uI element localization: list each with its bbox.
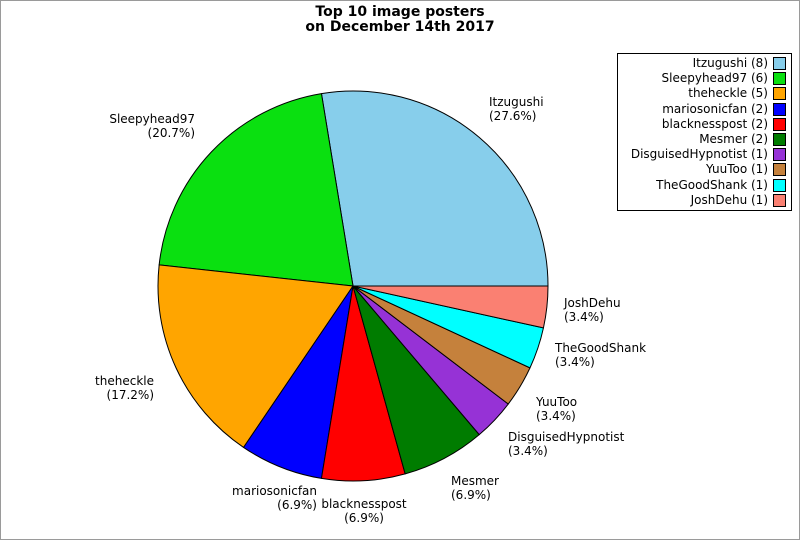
slice-label-percent: (27.6%) — [489, 109, 537, 123]
slice-label-percent: (3.4%) — [564, 310, 604, 324]
slice-label-name: Sleepyhead97 — [109, 112, 195, 126]
slice-label-percent: (6.9%) — [277, 498, 317, 512]
slice-label-percent: (17.2%) — [106, 388, 154, 402]
slice-label-name: theheckle — [95, 374, 154, 388]
legend-color-swatch — [773, 193, 786, 207]
slice-label-name: blacknesspost — [321, 497, 407, 511]
legend-label: blacknesspost (2) — [661, 116, 768, 131]
legend: Itzugushi (8) Sleepyhead97 (6) theheckle (… — [617, 53, 792, 211]
legend-color-swatch — [773, 87, 786, 101]
legend-color-swatch — [773, 57, 786, 71]
pie-slice-itzugushi — [320, 90, 549, 287]
legend-label: mariosonicfan (2) — [662, 101, 768, 116]
legend-color-swatch — [773, 133, 786, 147]
legend-color-swatch — [773, 102, 786, 116]
chart-title-line1: Top 10 image posters — [315, 4, 485, 20]
legend-item-joshdehu: JoshDehu (1) — [622, 193, 786, 208]
slice-label-percent: (20.7%) — [147, 126, 195, 140]
legend-label: JoshDehu (1) — [690, 192, 768, 207]
slice-label-itzugushi: Itzugushi (27.6%) — [489, 95, 544, 123]
legend-color-swatch — [773, 72, 786, 86]
slice-label-name: mariosonicfan — [232, 484, 317, 498]
chart-title: Top 10 image posters on December 14th 20… — [1, 5, 799, 35]
slice-label-yuutoo: YuuToo (3.4%) — [536, 395, 577, 423]
slice-label-percent: (3.4%) — [536, 409, 576, 423]
pie-slice-joshdehu — [352, 285, 549, 329]
legend-item-itzugushi: Itzugushi (8) — [622, 56, 786, 71]
legend-item-blacknesspost: blacknesspost (2) — [622, 117, 786, 132]
legend-item-theheckle: theheckle (5) — [622, 86, 786, 101]
legend-item-disguisedhypnotist: DisguisedHypnotist (1) — [622, 147, 786, 162]
legend-label: Mesmer (2) — [699, 132, 768, 147]
legend-label: DisguisedHypnotist (1) — [630, 147, 768, 162]
slice-label-sleepyhead97: Sleepyhead97 (20.7%) — [109, 112, 195, 140]
pie-slice-sleepyhead97 — [158, 93, 354, 287]
legend-item-mesmer: Mesmer (2) — [622, 132, 786, 147]
slice-label-thegoodshank: TheGoodShank (3.4%) — [555, 341, 646, 369]
legend-item-mariosonicfan: mariosonicfan (2) — [622, 102, 786, 117]
slice-label-percent: (6.9%) — [344, 511, 384, 525]
chart-title-line2: on December 14th 2017 — [305, 19, 495, 35]
legend-color-swatch — [773, 178, 786, 192]
legend-item-sleepyhead97: Sleepyhead97 (6) — [622, 71, 786, 86]
legend-color-swatch — [773, 117, 786, 131]
slice-label-percent: (3.4%) — [555, 355, 595, 369]
legend-color-swatch — [773, 163, 786, 177]
slice-label-percent: (3.4%) — [508, 444, 548, 458]
slice-label-mesmer: Mesmer (6.9%) — [451, 474, 499, 502]
slice-label-name: DisguisedHypnotist — [508, 430, 625, 444]
slice-label-joshdehu: JoshDehu (3.4%) — [564, 296, 621, 324]
legend-color-swatch — [773, 148, 786, 162]
slice-label-name: Itzugushi — [489, 95, 544, 109]
slice-label-blacknesspost: blacknesspost (6.9%) — [289, 497, 439, 525]
legend-label: theheckle (5) — [688, 86, 768, 101]
slice-label-name: TheGoodShank — [555, 341, 647, 355]
slice-label-mariosonicfan: mariosonicfan (6.9%) — [232, 484, 317, 512]
legend-label: Itzugushi (8) — [692, 56, 768, 71]
slice-label-theheckle: theheckle (17.2%) — [95, 374, 154, 402]
slice-label-name: YuuToo — [536, 395, 578, 409]
legend-item-yuutoo: YuuToo (1) — [622, 162, 786, 177]
legend-label: Sleepyhead97 (6) — [661, 71, 768, 86]
slice-label-name: Mesmer — [451, 474, 499, 488]
legend-label: TheGoodShank (1) — [656, 177, 768, 192]
legend-item-thegoodshank: TheGoodShank (1) — [622, 178, 786, 193]
legend-label: YuuToo (1) — [706, 162, 768, 177]
pie-slice-theheckle — [157, 264, 354, 448]
slice-label-name: JoshDehu — [564, 296, 621, 310]
slice-label-percent: (6.9%) — [451, 488, 491, 502]
slice-label-disguisedhypnotist: DisguisedHypnotist (3.4%) — [508, 430, 624, 458]
